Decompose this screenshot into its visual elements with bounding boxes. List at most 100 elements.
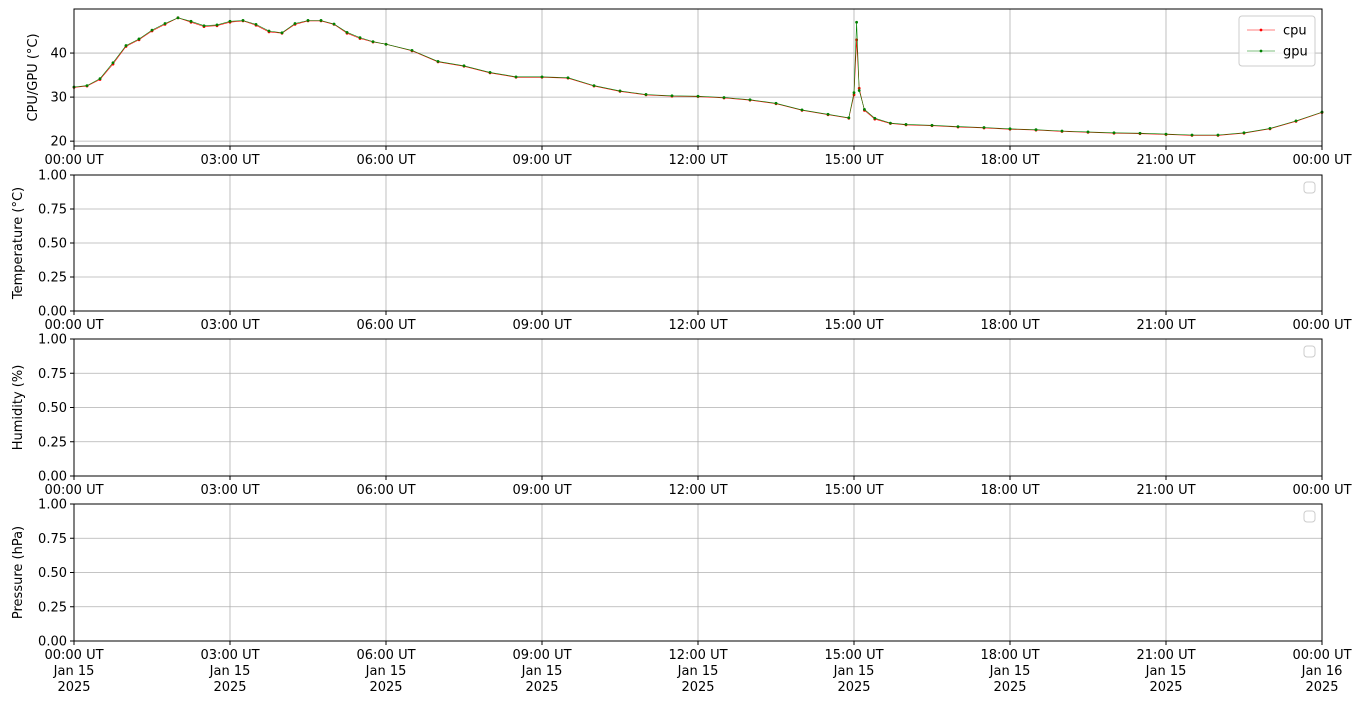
point	[566, 76, 570, 80]
point	[592, 84, 596, 88]
point	[332, 22, 336, 26]
x-tick-label: 03:00 UT Jan 15 2025	[200, 648, 259, 695]
point	[150, 28, 154, 32]
point	[241, 19, 245, 22]
point	[358, 36, 362, 40]
point	[163, 22, 167, 25]
legend-label: gpu	[1283, 45, 1308, 60]
y-tick-label: 0.50	[38, 237, 67, 252]
panel: 0.00 0.25 0.50 0.75 1.00 00:00 UT Jan 15 2025 03…	[11, 498, 1352, 696]
y-tick-label: 20	[50, 135, 67, 150]
point	[488, 71, 492, 74]
y-tick-label: 0.25	[38, 600, 67, 615]
x-tick-label: 03:00 UT	[200, 483, 259, 498]
point	[857, 89, 861, 92]
point	[696, 94, 700, 98]
point	[514, 75, 518, 79]
point	[540, 75, 544, 79]
x-tick-label: 12:00 UT Jan 15 2025	[668, 648, 727, 695]
y-tick-label: 30	[50, 91, 67, 106]
point	[1086, 130, 1090, 134]
point	[371, 40, 375, 43]
x-tick-label: 18:00 UT Jan 15 2025	[980, 648, 1039, 695]
y-tick-label: 1.00	[38, 169, 67, 184]
y-axis-label: Humidity (%)	[11, 365, 26, 451]
x-tick-label: 09:00 UT Jan 15 2025	[512, 648, 571, 695]
y-tick-label: 0.00	[38, 635, 67, 650]
x-tick-label: 21:00 UT	[1136, 483, 1195, 498]
x-tick-label: 21:00 UT Jan 15 2025	[1136, 648, 1195, 695]
legend-box	[1303, 510, 1316, 523]
point	[176, 16, 180, 20]
legend-label: cpu	[1283, 24, 1307, 39]
x-tick-label: 21:00 UT	[1136, 318, 1195, 333]
legend-box	[1303, 345, 1316, 358]
point	[98, 77, 102, 81]
point	[280, 31, 284, 35]
x-tick-label: 00:00 UT Jan 16 2025	[1292, 648, 1351, 695]
point	[189, 19, 193, 23]
point	[1216, 133, 1220, 137]
legend-marker	[1259, 28, 1263, 32]
panel: 0.00 0.25 0.50 0.75 1.00 00:00 UT 03:00 UT 06:0…	[11, 333, 1352, 499]
x-tick-label: 00:00 UT	[44, 318, 103, 333]
panel: 0.00 0.25 0.50 0.75 1.00 00:00 UT 03:00 UT 06:0…	[11, 169, 1352, 334]
y-tick-label: 0.50	[38, 566, 67, 581]
point	[306, 19, 310, 22]
plot-frame	[73, 174, 1323, 312]
y-axis-label: Temperature (°C)	[11, 187, 26, 300]
x-tick-label: 12:00 UT	[668, 483, 727, 498]
x-tick-label: 09:00 UT	[512, 483, 571, 498]
point	[618, 89, 622, 93]
legend-box	[1303, 181, 1316, 194]
y-tick-label: 0.25	[38, 271, 67, 286]
point	[410, 49, 414, 52]
point	[319, 19, 323, 22]
point	[800, 108, 804, 112]
x-tick-label: 15:00 UT Jan 15 2025	[824, 648, 883, 695]
point	[267, 29, 271, 33]
point	[436, 60, 440, 63]
point	[670, 94, 674, 98]
point	[847, 116, 851, 120]
x-tick-label: 00:00 UT	[1292, 318, 1351, 333]
y-tick-label: 0.00	[38, 470, 67, 485]
point	[345, 30, 349, 34]
point	[215, 23, 219, 27]
point	[826, 112, 830, 116]
x-tick-label: 18:00 UT	[980, 153, 1039, 168]
x-tick-label: 15:00 UT	[824, 483, 883, 498]
point	[111, 61, 115, 65]
point	[1164, 132, 1168, 136]
point	[1060, 129, 1064, 133]
point	[722, 96, 726, 99]
series-line	[73, 17, 1323, 136]
point	[1138, 131, 1142, 135]
point	[774, 101, 778, 105]
x-tick-label: 00:00 UT	[1292, 153, 1351, 168]
point	[930, 123, 934, 127]
point	[873, 116, 877, 120]
series-line	[73, 17, 1323, 136]
x-tick-label: 12:00 UT	[668, 318, 727, 333]
x-tick-label: 06:00 UT Jan 15 2025	[356, 648, 415, 695]
point	[462, 64, 466, 68]
y-tick-label: 0.00	[38, 305, 67, 320]
point	[863, 108, 866, 111]
y-tick-label: 0.25	[38, 435, 67, 450]
y-tick-label: 1.00	[38, 333, 67, 348]
point	[855, 20, 858, 24]
point	[137, 37, 141, 41]
point	[852, 91, 856, 95]
point	[85, 84, 89, 88]
point	[1008, 127, 1012, 131]
y-tick-label: 0.75	[38, 203, 67, 218]
x-tick-label: 03:00 UT	[200, 153, 259, 168]
y-tick-label: 0.50	[38, 401, 67, 416]
point	[228, 19, 232, 23]
y-tick-label: 1.00	[38, 498, 67, 513]
x-tick-label: 15:00 UT	[824, 318, 883, 333]
point	[904, 123, 908, 126]
point	[748, 98, 752, 102]
